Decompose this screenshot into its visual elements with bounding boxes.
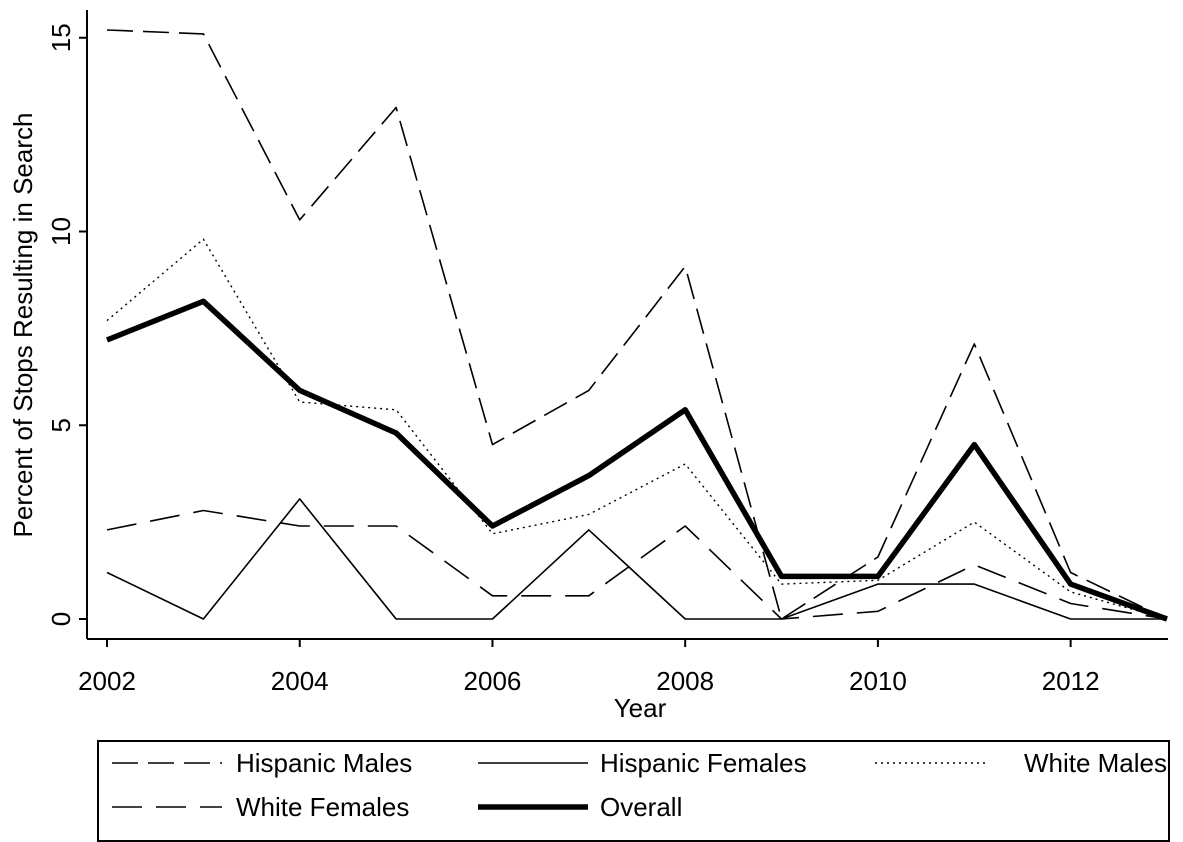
x-tick-label: 2008 <box>656 666 714 696</box>
x-tick-label: 2006 <box>464 666 522 696</box>
x-tick-label: 2002 <box>78 666 136 696</box>
legend-label: White Females <box>236 792 409 822</box>
y-tick-label: 15 <box>46 23 76 52</box>
y-tick-label: 5 <box>46 418 76 432</box>
y-axis-label: Percent of Stops Resulting in Search <box>8 113 38 538</box>
axes <box>86 10 1168 640</box>
x-tick-label: 2004 <box>271 666 329 696</box>
y-ticks: 0 5 10 15 <box>46 23 87 626</box>
x-ticks: 2002 2004 2006 2008 2010 2012 <box>78 639 1100 696</box>
legend-label: Hispanic Males <box>236 748 412 778</box>
series-line-hispanic-females <box>106 498 1167 620</box>
series-line-white-females <box>106 509 1168 620</box>
legend-label: Overall <box>600 792 682 822</box>
series-line-white-males <box>106 238 1168 620</box>
series-layer <box>105 29 1168 622</box>
legend-label: Hispanic Females <box>600 748 807 778</box>
y-tick-label: 0 <box>46 612 76 626</box>
series-line-hispanic-males <box>106 29 1168 620</box>
legend-box <box>97 740 1170 842</box>
series-line-overall <box>105 298 1168 622</box>
legend-label: White Males <box>1024 748 1167 778</box>
x-tick-label: 2012 <box>1042 666 1100 696</box>
x-tick-label: 2010 <box>849 666 907 696</box>
legend-items: Hispanic Males Hispanic Females White Male… <box>112 748 1167 822</box>
y-tick-label: 10 <box>46 217 76 246</box>
legend: Hispanic Males Hispanic Females White Male… <box>97 740 1170 842</box>
x-axis-label: Year <box>614 693 667 723</box>
